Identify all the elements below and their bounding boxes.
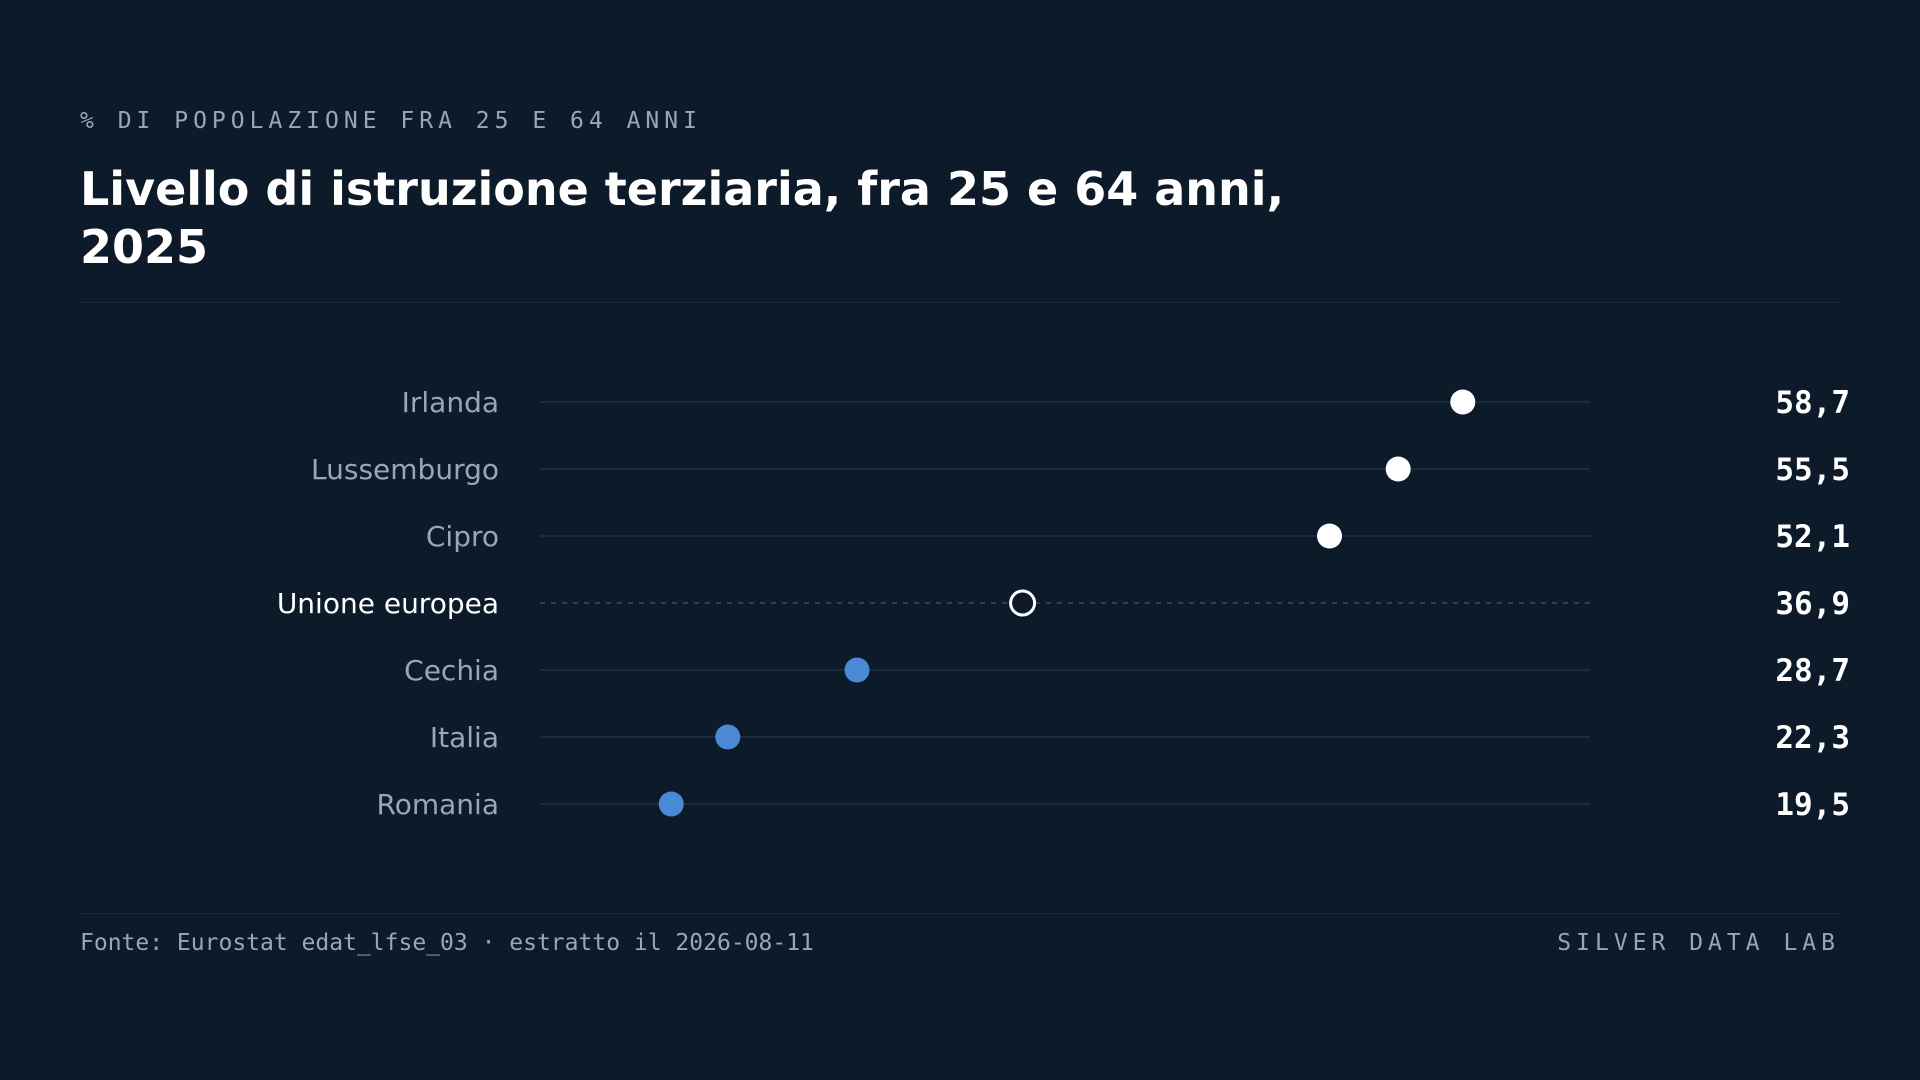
- value-label-italia: 22,3: [1775, 720, 1850, 756]
- dot-irlanda: [1450, 389, 1476, 415]
- dot-unione-europea: [1009, 589, 1037, 617]
- category-label-romania: Romania: [377, 788, 499, 821]
- value-label-romania: 19,5: [1775, 787, 1850, 823]
- category-label-italia: Italia: [430, 721, 499, 754]
- category-label-lussemburgo: Lussemburgo: [311, 453, 499, 486]
- category-label-cechia: Cechia: [404, 654, 499, 687]
- dot-cipro: [1317, 523, 1343, 549]
- dot-chart: Irlanda 58,7 Lussemburgo 55,5 Cipro 52,1 Union…: [277, 385, 1850, 823]
- kicker: % DI POPOLAZIONE FRA 25 E 64 ANNI: [80, 108, 702, 134]
- dot-cechia: [844, 657, 870, 683]
- category-label-irlanda: Irlanda: [402, 386, 499, 419]
- dot-lussemburgo: [1385, 456, 1411, 482]
- footer-brand: SILVER DATA LAB: [1557, 930, 1840, 956]
- footer-divider: [80, 913, 1840, 914]
- value-label-irlanda: 58,7: [1775, 385, 1850, 421]
- footer-source: Fonte: Eurostat edat_lfse_03 · estratto …: [80, 930, 814, 956]
- value-label-cipro: 52,1: [1775, 519, 1850, 555]
- value-label-lussemburgo: 55,5: [1775, 452, 1850, 488]
- dot-italia: [715, 724, 741, 750]
- value-label-unione-europea: 36,9: [1775, 586, 1850, 622]
- dot-romania: [658, 791, 684, 817]
- category-label-cipro: Cipro: [426, 520, 499, 553]
- category-label-unione-europea: Unione europea: [277, 587, 499, 620]
- chart-title: Livello di istruzione terziaria, fra 25 …: [80, 162, 1285, 274]
- value-label-cechia: 28,7: [1775, 653, 1850, 689]
- header-divider: [80, 302, 1840, 303]
